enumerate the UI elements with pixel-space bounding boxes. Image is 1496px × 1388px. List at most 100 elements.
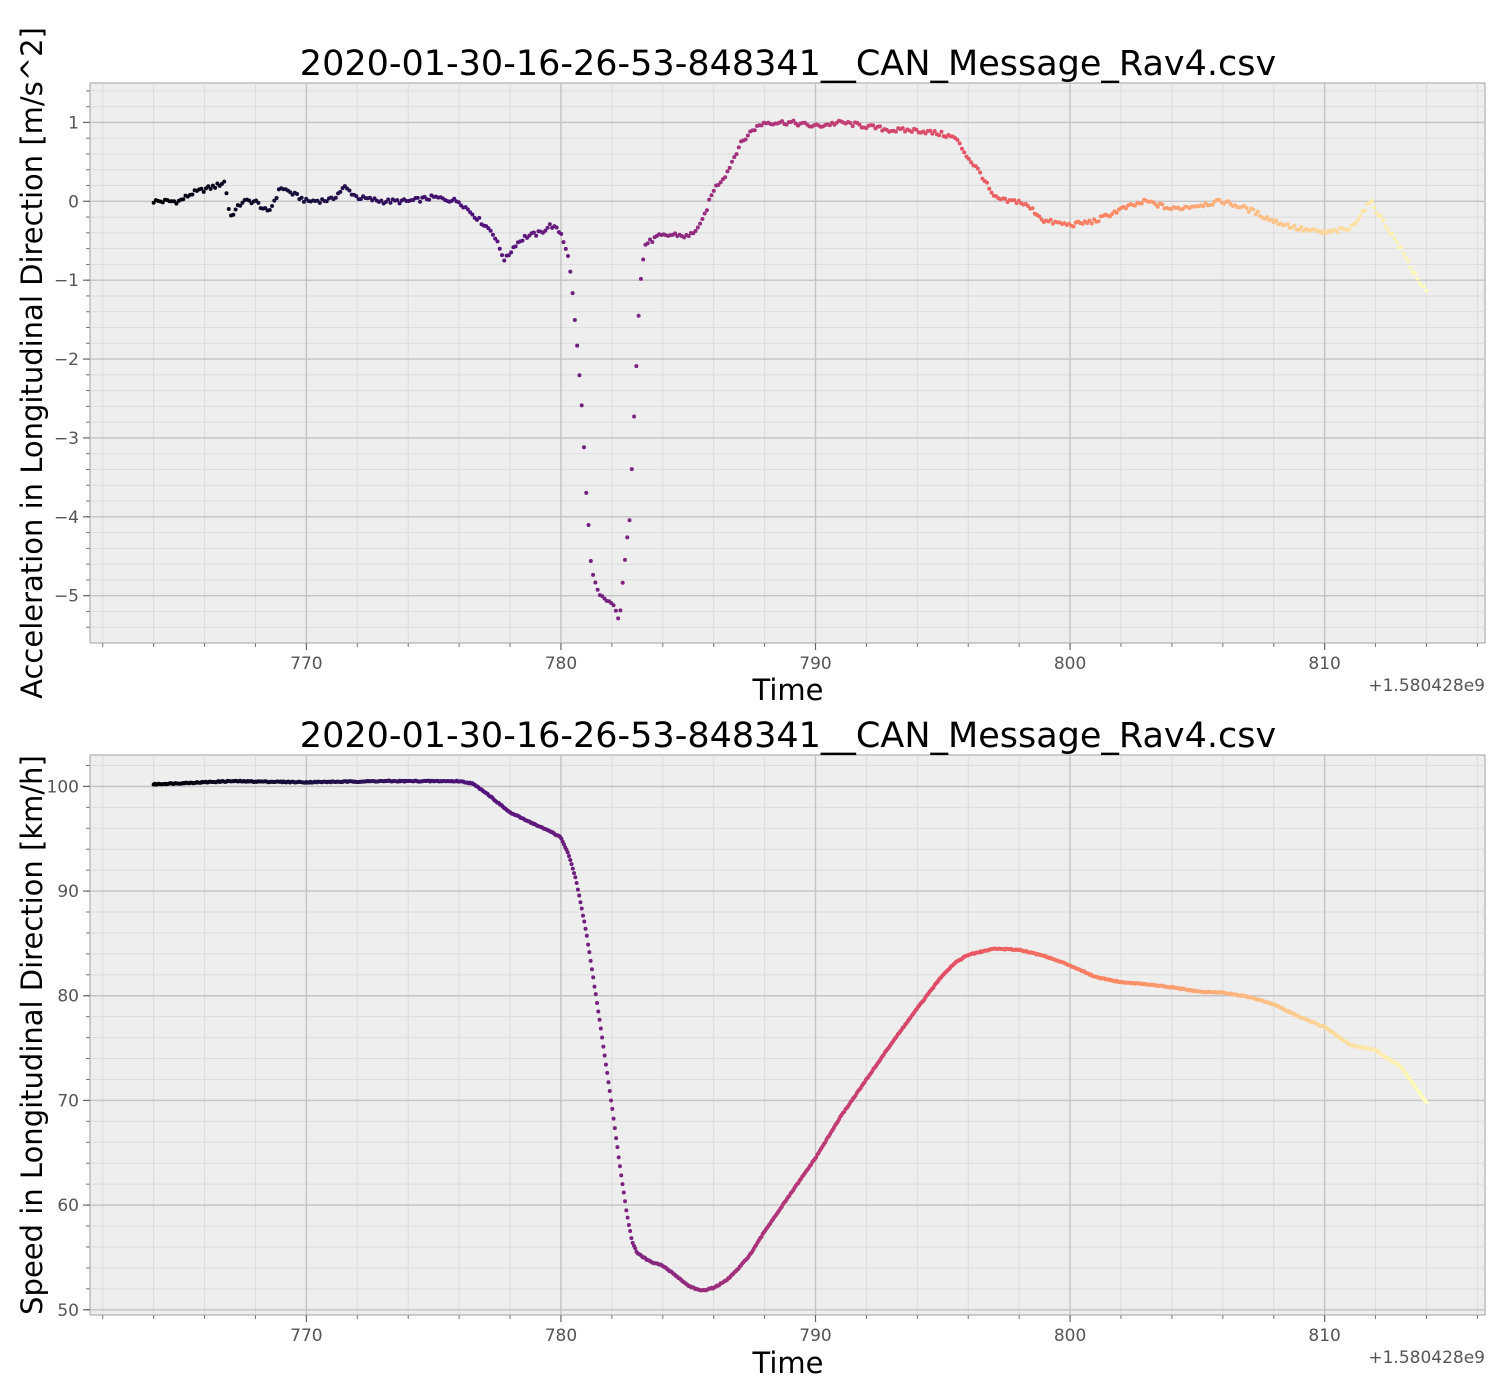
data-point [568,269,573,274]
data-point [606,1080,611,1085]
data-point [702,211,707,216]
data-point [591,975,596,980]
data-point [957,141,962,146]
data-point [1153,202,1158,207]
data-point [563,246,568,251]
data-point [612,1126,617,1131]
acceleration-x-offset-label: +1.580428e9 [1368,676,1485,696]
data-point [1155,204,1160,209]
data-point [1422,284,1427,289]
data-point [1217,197,1222,202]
speed-x-axis-label: Time [752,1346,824,1380]
data-point [575,887,580,892]
data-point [231,212,236,217]
data-point [581,445,586,450]
data-point [1244,206,1249,211]
x-tick-label: 780 [545,654,577,674]
data-point [627,518,632,523]
data-point [347,188,352,193]
data-point [686,234,691,239]
data-point [641,257,646,262]
data-point [493,236,498,241]
data-point [1372,205,1377,210]
data-point [247,198,252,203]
data-point [618,608,623,613]
data-point [358,196,363,201]
x-tick-label: 800 [1054,654,1086,674]
y-tick-label: −5 [54,587,79,607]
data-point [256,200,261,205]
x-tick-label: 800 [1054,1326,1086,1346]
data-point [1413,271,1418,276]
acceleration-plot-area [89,82,1486,644]
data-point [605,1070,610,1075]
y-tick-label: 80 [57,987,79,1007]
data-point [633,1246,638,1251]
data-point [1417,280,1422,285]
data-point [1356,217,1361,222]
data-point [732,155,737,160]
data-point [966,156,971,161]
data-point [577,893,582,898]
data-point [595,587,600,592]
data-point [238,203,243,208]
data-point [490,232,495,237]
y-tick-label: 60 [57,1196,79,1216]
data-point [914,127,919,132]
data-point [629,467,634,472]
data-point [497,246,502,251]
y-tick-label: 100 [47,777,79,797]
data-point [1226,199,1231,204]
acceleration-y-axis-label: Acceleration in Longitudinal Direction [… [15,27,49,699]
data-point [574,880,579,885]
y-tick-label: 90 [57,882,79,902]
data-point [1251,207,1256,212]
data-point [568,858,573,862]
data-point [725,169,730,174]
data-point [975,166,980,171]
data-point [270,203,275,208]
data-point [573,875,578,880]
data-point [1415,276,1420,281]
data-point [1383,223,1388,228]
data-point [502,258,507,263]
data-point [1424,1100,1429,1105]
data-point [1016,198,1021,203]
data-point [224,191,229,196]
data-point [791,118,796,123]
data-point [959,146,964,151]
data-point [584,490,589,495]
data-point [1012,198,1017,203]
data-point [745,133,750,138]
data-point [181,197,186,202]
data-point [734,152,739,157]
data-point [613,608,618,613]
data-point [673,231,678,236]
data-point [1392,236,1397,241]
data-point [1089,221,1094,226]
data-point [569,862,574,867]
data-point [632,414,637,419]
data-point [609,1098,614,1103]
data-point [582,919,587,924]
data-point [978,170,983,175]
data-point [871,123,876,128]
data-point [301,199,306,204]
data-point [324,199,329,204]
data-point [614,1136,619,1141]
data-point [1358,214,1363,219]
data-point [578,900,583,905]
data-point [987,186,992,191]
data-point [1401,251,1406,256]
data-point [367,195,372,200]
data-point [333,195,338,200]
x-tick-label: 790 [799,1326,831,1346]
data-point [1210,202,1215,207]
data-point [506,253,511,258]
data-point [588,558,593,563]
data-point [477,215,482,220]
data-point [1048,217,1053,222]
data-point [1201,204,1206,209]
data-point [201,189,206,194]
data-point [625,1215,630,1220]
